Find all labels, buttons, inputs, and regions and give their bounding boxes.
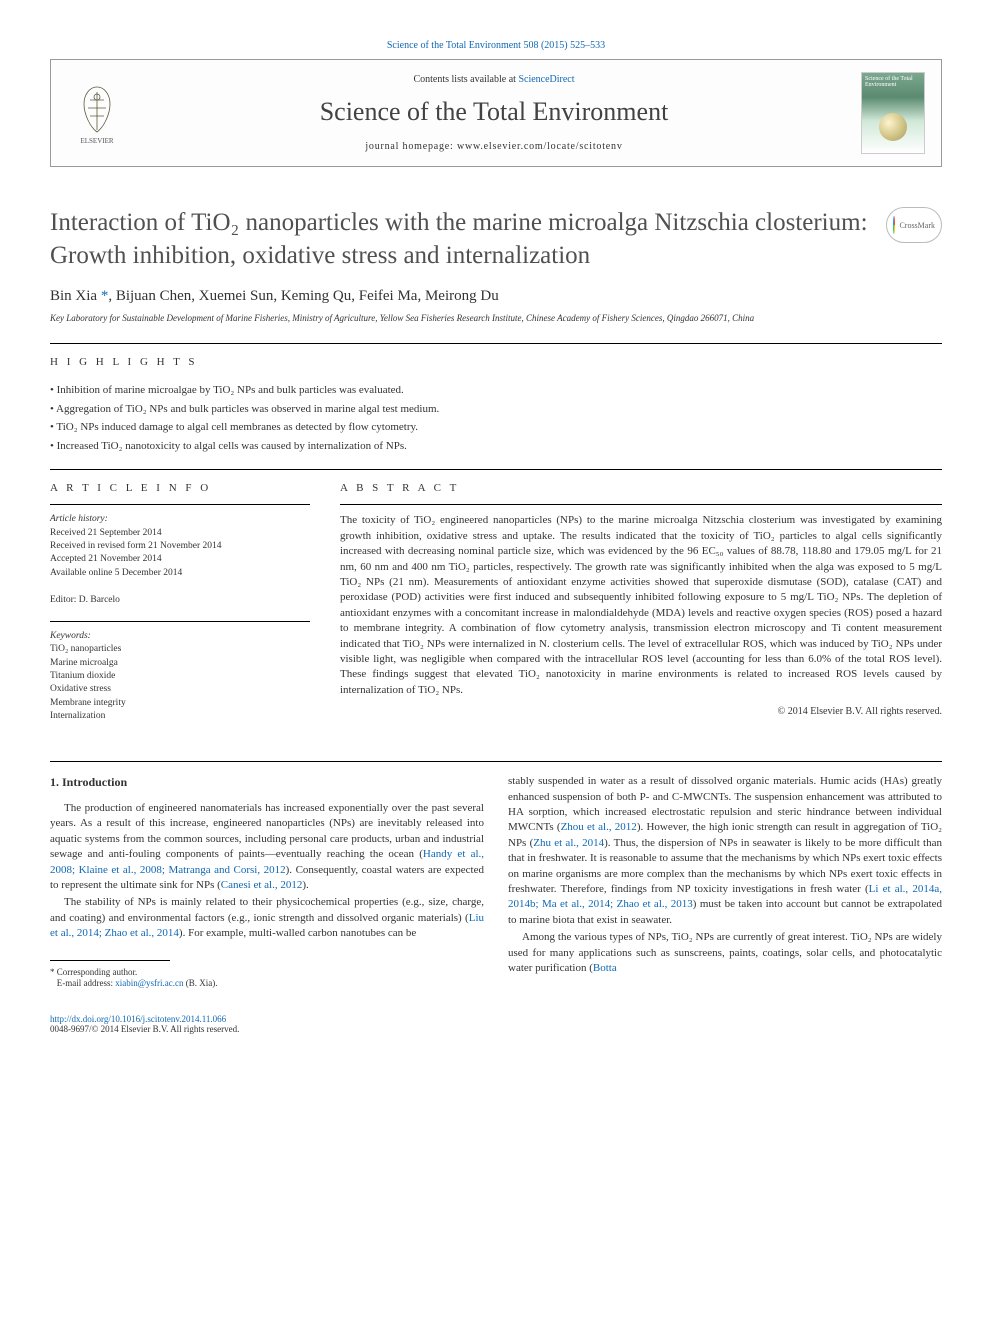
keywords-block: Keywords: TiO₂ nanoparticles Marine micr… [50, 630, 310, 723]
highlight-item: • TiO₂ NPs induced damage to algal cell … [50, 419, 942, 437]
ref-link[interactable]: Zhou et al., 2012 [561, 821, 637, 833]
abstract-copyright: © 2014 Elsevier B.V. All rights reserved… [340, 706, 942, 717]
affiliation: Key Laboratory for Sustainable Developme… [50, 313, 942, 323]
journal-name: Science of the Total Environment [143, 97, 845, 127]
intro-heading: 1. Introduction [50, 774, 484, 791]
journal-homepage: journal homepage: www.elsevier.com/locat… [143, 141, 845, 152]
contents-line: Contents lists available at ScienceDirec… [143, 74, 845, 85]
ref-link[interactable]: Zhu et al., 2014 [533, 837, 604, 849]
crossmark-badge[interactable]: CrossMark [886, 207, 942, 243]
journal-header-box: ELSEVIER Contents lists available at Sci… [50, 59, 942, 167]
authors-line: Bin Xia *, Bijuan Chen, Xuemei Sun, Kemi… [50, 288, 942, 305]
ref-link[interactable]: Canesi et al., 2012 [221, 879, 303, 891]
elsevier-logo: ELSEVIER [67, 78, 127, 148]
abstract-text: The toxicity of TiO₂ engineered nanopart… [340, 513, 942, 698]
article-title: Interaction of TiO₂ nanoparticles with t… [50, 207, 874, 272]
journal-cover-thumb: Science of the Total Environment [861, 72, 925, 154]
citation-header: Science of the Total Environment 508 (20… [50, 40, 942, 51]
editor-block: Editor: D. Barcelo [50, 594, 310, 607]
corresponding-footnote: * Corresponding author. E-mail address: … [50, 967, 484, 990]
highlight-item: • Aggregation of TiO₂ NPs and bulk parti… [50, 401, 942, 419]
sciencedirect-link[interactable]: ScienceDirect [518, 74, 574, 85]
highlight-item: • Inhibition of marine microalgae by TiO… [50, 382, 942, 400]
doi-link[interactable]: http://dx.doi.org/10.1016/j.scitotenv.20… [50, 1014, 226, 1024]
highlights-label: H I G H L I G H T S [50, 356, 942, 368]
highlight-item: • Increased TiO₂ nanotoxicity to algal c… [50, 438, 942, 456]
article-history-block: Article history: Received 21 September 2… [50, 513, 310, 579]
corresponding-star-icon: * [101, 288, 109, 304]
ref-link[interactable]: Botta [593, 962, 617, 974]
crossmark-icon [893, 216, 895, 234]
body-column-right: stably suspended in water as a result of… [508, 774, 942, 990]
body-column-left: 1. Introduction The production of engine… [50, 774, 484, 990]
article-info-label: A R T I C L E I N F O [50, 482, 310, 494]
email-link[interactable]: xiabin@ysfri.ac.cn [115, 978, 183, 988]
highlights-list: • Inhibition of marine microalgae by TiO… [50, 382, 942, 455]
abstract-label: A B S T R A C T [340, 482, 942, 494]
page-footer: http://dx.doi.org/10.1016/j.scitotenv.20… [50, 1014, 942, 1034]
